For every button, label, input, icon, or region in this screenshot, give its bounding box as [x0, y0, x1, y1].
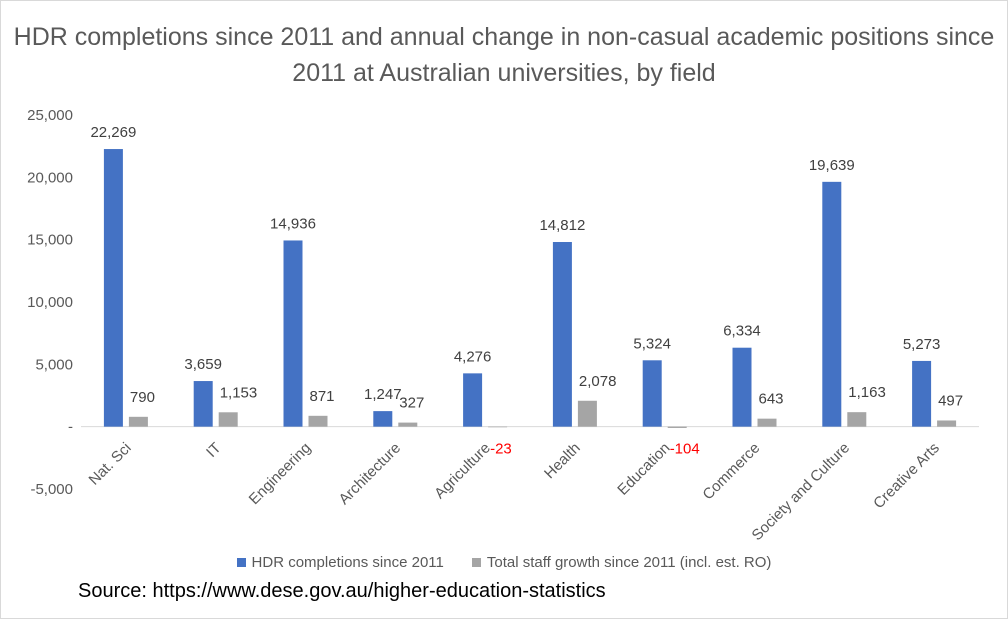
x-tick-label: Creative Arts: [870, 439, 943, 512]
bar-hdr: [373, 411, 393, 427]
legend-item-hdr: HDR completions since 2011: [236, 554, 444, 571]
x-tick-label: Society and Culture: [749, 439, 854, 544]
data-label-hdr: 3,659: [184, 356, 222, 373]
data-label-hdr: 5,273: [903, 336, 941, 353]
data-label-hdr: 14,936: [270, 215, 316, 232]
data-label-hdr: 1,247: [364, 386, 402, 403]
x-tick-label: Nat. Sci: [86, 439, 135, 488]
bar-hdr: [463, 373, 483, 427]
y-tick-label: 10,000: [27, 294, 73, 311]
chart-legend: HDR completions since 2011 Total staff g…: [1, 554, 1007, 571]
data-label-staff: 2,078: [579, 373, 617, 390]
legend-swatch-hdr: [236, 558, 246, 567]
bar-hdr: [912, 360, 932, 427]
data-label-hdr: 5,324: [633, 335, 671, 352]
bar-staff: [308, 415, 328, 427]
bar-hdr: [193, 381, 213, 427]
bar-staff: [757, 418, 777, 427]
bar-hdr: [822, 181, 842, 427]
data-label-staff: -23: [490, 441, 512, 458]
y-tick-label: -: [68, 419, 73, 436]
legend-label-hdr: HDR completions since 2011: [251, 554, 444, 571]
bar-staff: [218, 412, 238, 427]
bar-hdr: [642, 360, 662, 427]
bar-staff: [128, 416, 148, 427]
data-label-staff: 871: [310, 388, 335, 405]
x-tick-label: Agriculture: [431, 439, 494, 502]
x-tick-label: IT: [203, 439, 224, 460]
source-note: Source: https://www.dese.gov.au/higher-e…: [78, 580, 606, 602]
data-label-hdr: 6,334: [723, 323, 761, 340]
bar-hdr: [732, 347, 752, 427]
y-tick-label: -5,000: [30, 481, 73, 498]
data-label-staff: 643: [759, 391, 784, 408]
bar-hdr: [103, 149, 123, 427]
bar-staff: [667, 426, 687, 428]
x-tick-label: Education: [614, 439, 673, 498]
data-label-staff: 497: [938, 392, 963, 409]
y-tick-label: 5,000: [35, 356, 73, 373]
data-label-staff: 327: [399, 395, 424, 412]
data-label-staff: 790: [130, 389, 155, 406]
x-tick-label: Architecture: [336, 439, 405, 508]
chart-title: HDR completions since 2011 and annual ch…: [13, 23, 995, 87]
y-tick-label: 15,000: [27, 232, 73, 249]
data-label-staff: -104: [670, 441, 700, 458]
legend-label-staff: Total staff growth since 2011 (incl. est…: [486, 554, 772, 571]
data-label-hdr: 4,276: [454, 348, 492, 365]
bar-staff: [488, 426, 508, 428]
y-tick-label: 20,000: [27, 169, 73, 186]
y-tick-label: 25,000: [27, 107, 73, 124]
bar-staff: [937, 420, 957, 427]
legend-swatch-staff: [471, 558, 481, 567]
x-tick-label: Engineering: [246, 439, 315, 508]
bar-hdr: [283, 240, 303, 427]
data-label-staff: 1,163: [848, 384, 886, 401]
x-tick-label: Health: [541, 439, 584, 482]
bar-hdr: [552, 242, 572, 427]
legend-item-staff: Total staff growth since 2011 (incl. est…: [471, 554, 772, 571]
bar-staff: [398, 422, 418, 427]
data-label-hdr: 19,639: [809, 157, 855, 174]
bar-staff: [847, 412, 867, 427]
bar-staff: [577, 400, 597, 427]
data-label-hdr: 22,269: [90, 124, 136, 141]
x-tick-label: Commerce: [699, 439, 763, 503]
data-label-hdr: 14,812: [539, 217, 585, 234]
data-label-staff: 1,153: [220, 384, 258, 401]
